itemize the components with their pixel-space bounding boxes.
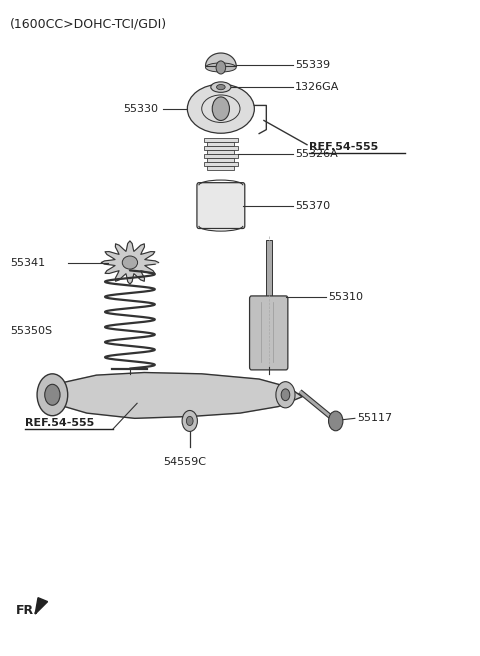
Circle shape [212, 97, 229, 121]
Ellipse shape [122, 256, 138, 269]
Circle shape [182, 411, 197, 432]
Circle shape [328, 411, 343, 431]
Polygon shape [205, 53, 236, 66]
FancyBboxPatch shape [197, 182, 245, 228]
FancyBboxPatch shape [207, 166, 234, 170]
FancyBboxPatch shape [266, 239, 272, 298]
Text: FR.: FR. [16, 604, 39, 617]
Text: 55339: 55339 [295, 60, 330, 70]
Text: 55310: 55310 [328, 292, 363, 302]
FancyBboxPatch shape [204, 162, 238, 166]
FancyBboxPatch shape [204, 138, 238, 142]
Text: 55341: 55341 [10, 258, 46, 268]
Polygon shape [35, 598, 48, 614]
Circle shape [45, 384, 60, 405]
FancyBboxPatch shape [207, 150, 234, 154]
Text: 55326A: 55326A [295, 149, 338, 159]
Text: REF.54-555: REF.54-555 [310, 142, 379, 152]
Ellipse shape [187, 84, 254, 133]
Text: 54559C: 54559C [164, 457, 206, 466]
Circle shape [276, 382, 295, 408]
Polygon shape [39, 373, 302, 419]
Text: 55330: 55330 [124, 104, 158, 113]
Circle shape [281, 389, 290, 401]
Text: 55117: 55117 [357, 413, 392, 423]
Circle shape [37, 374, 68, 416]
Text: 55350S: 55350S [10, 326, 52, 337]
Text: (1600CC>DOHC-TCI/GDI): (1600CC>DOHC-TCI/GDI) [10, 17, 168, 30]
Text: 55370: 55370 [295, 201, 330, 211]
FancyBboxPatch shape [207, 142, 234, 146]
FancyBboxPatch shape [250, 296, 288, 370]
Text: REF.54-555: REF.54-555 [24, 418, 94, 428]
Ellipse shape [205, 63, 236, 72]
Circle shape [216, 61, 226, 74]
FancyBboxPatch shape [207, 158, 234, 162]
FancyBboxPatch shape [204, 154, 238, 158]
Ellipse shape [216, 85, 225, 90]
Circle shape [186, 417, 193, 426]
FancyBboxPatch shape [204, 146, 238, 150]
Polygon shape [101, 241, 158, 284]
Text: 1326GA: 1326GA [295, 82, 339, 92]
Ellipse shape [211, 82, 231, 92]
